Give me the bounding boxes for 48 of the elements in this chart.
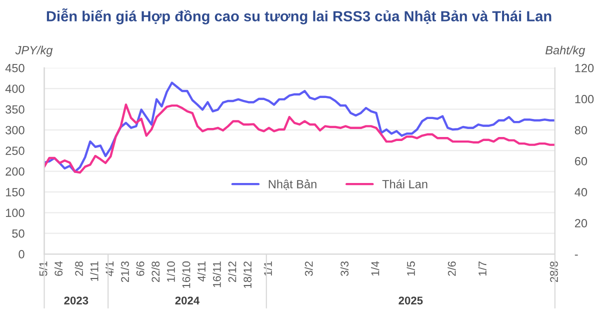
y2-tick-label: 120 (575, 64, 594, 72)
x-tick-label: 1/7 (478, 262, 486, 276)
x-tick-label: 2/6 (448, 261, 456, 276)
y-tick-label: 150 (6, 188, 24, 196)
y-tick-label: 300 (6, 126, 24, 134)
y-tick-label: 200 (6, 167, 24, 176)
x-tick-label: 6/6 (136, 261, 144, 276)
y-tick-label: 0 (18, 250, 24, 258)
text: 2024 (175, 296, 200, 304)
y2-tick-label: - (574, 254, 578, 256)
x-tick-label: 1/4 (371, 261, 380, 276)
y2-tick-label: 80 (574, 126, 588, 134)
y2-tick-label: 100 (575, 94, 594, 104)
x-tick-label: 5/1 (39, 262, 48, 276)
legend-label: Thái Lan (382, 180, 428, 188)
y-tick-label: 50 (12, 229, 24, 238)
x-tick-label: 1/5 (406, 261, 415, 276)
y2-tick-label: 40 (574, 188, 588, 196)
chart-title: Diễn biến giá Hợp đồng cao su tương lai RSS3 của Nhật Bản và Thái Lan (46, 8, 552, 24)
y2-tick-label: 60 (574, 156, 588, 166)
x-tick-label: 16/11 (212, 262, 221, 288)
y-axis-title: JPY/kg (15, 46, 53, 57)
x-tick-label: 4/11 (197, 262, 206, 282)
text: 2025 (398, 296, 423, 304)
x-tick-label: 1/11 (90, 262, 98, 281)
y2-axis-title: Baht/kg (546, 46, 586, 57)
legend-label: Nhật Bản (268, 179, 316, 190)
line-series (44, 82, 555, 173)
x-tick-label: 1/10 (166, 261, 175, 282)
y-tick-label: 250 (6, 146, 24, 155)
x-tick-label: 4/1 (105, 262, 114, 276)
x-tick-label: 21/3 (120, 261, 129, 282)
y-tick-label: 100 (6, 208, 24, 218)
x-tick-label: 1/1 (264, 262, 272, 276)
x-tick-label: 2/12 (228, 262, 236, 282)
x-tick-label: 2/8 (74, 261, 83, 276)
x-tick-label: 22/8 (151, 261, 160, 282)
x-tick-label: 6/4 (54, 261, 63, 276)
text: 2023 (64, 296, 88, 304)
y2-tick-label: 20 (574, 219, 588, 228)
x-tick-label: 3/3 (340, 261, 349, 276)
x-tick-label: 16/10 (182, 261, 190, 288)
line-series (44, 104, 555, 174)
x-tick-label: 18/12 (243, 262, 252, 288)
y-tick-label: 350 (6, 105, 24, 114)
x-tick-label: 3/2 (304, 262, 313, 276)
y-tick-label: 400 (5, 84, 24, 93)
y-tick-label: 450 (5, 64, 24, 72)
